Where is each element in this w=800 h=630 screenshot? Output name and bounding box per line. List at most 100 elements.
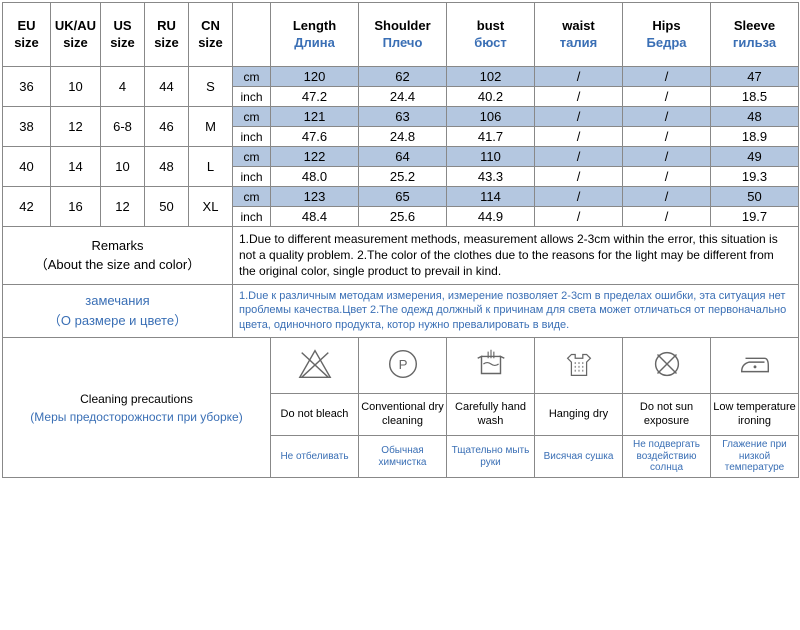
length-cm: 123 <box>271 187 359 207</box>
length-inch: 47.6 <box>271 127 359 147</box>
hips-inch: / <box>623 167 711 187</box>
unit-cm: cm <box>233 107 271 127</box>
waist-inch: / <box>535 127 623 147</box>
cn-cell: M <box>189 107 233 147</box>
sleeve-cm: 50 <box>711 187 799 207</box>
unit-inch: inch <box>233 167 271 187</box>
shoulder-inch: 24.8 <box>359 127 447 147</box>
eu-cell: 38 <box>3 107 51 147</box>
ukau-cell: 10 <box>51 67 101 107</box>
col-hips: HipsБедра <box>623 3 711 67</box>
ru-cell: 46 <box>145 107 189 147</box>
cn-cell: S <box>189 67 233 107</box>
shoulder-inch: 25.6 <box>359 207 447 227</box>
waist-cm: / <box>535 67 623 87</box>
cn-cell: XL <box>189 187 233 227</box>
care-ru-0: Не отбеливать <box>271 436 359 478</box>
ukau-cell: 16 <box>51 187 101 227</box>
care-ru-4: Не подвергать воздействию солнца <box>623 436 711 478</box>
care-en-5: Low temperature ironing <box>711 394 799 436</box>
length-cm: 122 <box>271 147 359 167</box>
cn-cell: L <box>189 147 233 187</box>
length-inch: 48.4 <box>271 207 359 227</box>
sleeve-inch: 18.5 <box>711 87 799 107</box>
cleaning-label: Cleaning precautions (Меры предосторожно… <box>3 338 271 478</box>
sleeve-cm: 48 <box>711 107 799 127</box>
col-cn: CNsize <box>189 3 233 67</box>
col-sleeve: Sleeveгильза <box>711 3 799 67</box>
table-row: 42161250XLcm12365114//50 <box>3 187 799 207</box>
shoulder-cm: 63 <box>359 107 447 127</box>
col-us: USsize <box>101 3 145 67</box>
bust-cm: 102 <box>447 67 535 87</box>
sleeve-inch: 19.7 <box>711 207 799 227</box>
waist-cm: / <box>535 187 623 207</box>
care-en-1: Conventional dry cleaning <box>359 394 447 436</box>
bust-inch: 44.9 <box>447 207 535 227</box>
sleeve-cm: 49 <box>711 147 799 167</box>
waist-cm: / <box>535 107 623 127</box>
bust-inch: 43.3 <box>447 167 535 187</box>
shoulder-cm: 65 <box>359 187 447 207</box>
remarks-label-ru: замечания （О размере и цвете） <box>3 284 233 338</box>
ru-cell: 50 <box>145 187 189 227</box>
sleeve-inch: 19.3 <box>711 167 799 187</box>
care-en-4: Do not sun exposure <box>623 394 711 436</box>
col-ru: RUsize <box>145 3 189 67</box>
hips-cm: / <box>623 147 711 167</box>
eu-cell: 40 <box>3 147 51 187</box>
unit-cm: cm <box>233 187 271 207</box>
us-cell: 4 <box>101 67 145 107</box>
dryclean-icon: P <box>359 338 447 394</box>
size-chart-table: EUsize UK/AUsize USsize RUsize CNsize Le… <box>2 2 799 478</box>
care-en-0: Do not bleach <box>271 394 359 436</box>
us-cell: 6-8 <box>101 107 145 147</box>
table-row: 40141048Lcm12264110//49 <box>3 147 799 167</box>
unit-inch: inch <box>233 87 271 107</box>
length-cm: 121 <box>271 107 359 127</box>
waist-inch: / <box>535 167 623 187</box>
bust-cm: 106 <box>447 107 535 127</box>
col-shoulder: ShoulderПлечо <box>359 3 447 67</box>
hips-cm: / <box>623 67 711 87</box>
remarks-label-en: Remarks （About the size and color） <box>3 227 233 285</box>
col-ukau: UK/AUsize <box>51 3 101 67</box>
hips-cm: / <box>623 187 711 207</box>
waist-cm: / <box>535 147 623 167</box>
ukau-cell: 14 <box>51 147 101 187</box>
care-en-2: Carefully hand wash <box>447 394 535 436</box>
waist-inch: / <box>535 207 623 227</box>
iron-icon <box>711 338 799 394</box>
shoulder-cm: 62 <box>359 67 447 87</box>
bleach-icon <box>271 338 359 394</box>
unit-inch: inch <box>233 127 271 147</box>
hips-inch: / <box>623 207 711 227</box>
ru-cell: 44 <box>145 67 189 107</box>
eu-cell: 42 <box>3 187 51 227</box>
hips-cm: / <box>623 107 711 127</box>
shoulder-inch: 25.2 <box>359 167 447 187</box>
length-inch: 48.0 <box>271 167 359 187</box>
col-eu: EUsize <box>3 3 51 67</box>
length-cm: 120 <box>271 67 359 87</box>
us-cell: 12 <box>101 187 145 227</box>
unit-cm: cm <box>233 147 271 167</box>
sleeve-inch: 18.9 <box>711 127 799 147</box>
col-waist: waistталия <box>535 3 623 67</box>
remarks-text-ru: 1.Due к различным методам измерения, изм… <box>233 284 799 338</box>
col-length: LengthДлина <box>271 3 359 67</box>
table-row: 38126-846Mcm12163106//48 <box>3 107 799 127</box>
unit-inch: inch <box>233 207 271 227</box>
hips-inch: / <box>623 127 711 147</box>
care-ru-3: Висячая сушка <box>535 436 623 478</box>
care-ru-5: Глажение при низкой температуре <box>711 436 799 478</box>
eu-cell: 36 <box>3 67 51 107</box>
care-en-3: Hanging dry <box>535 394 623 436</box>
ru-cell: 48 <box>145 147 189 187</box>
shoulder-cm: 64 <box>359 147 447 167</box>
unit-cm: cm <box>233 67 271 87</box>
table-row: 3610444Scm12062102//47 <box>3 67 799 87</box>
bust-inch: 41.7 <box>447 127 535 147</box>
bust-cm: 110 <box>447 147 535 167</box>
waist-inch: / <box>535 87 623 107</box>
